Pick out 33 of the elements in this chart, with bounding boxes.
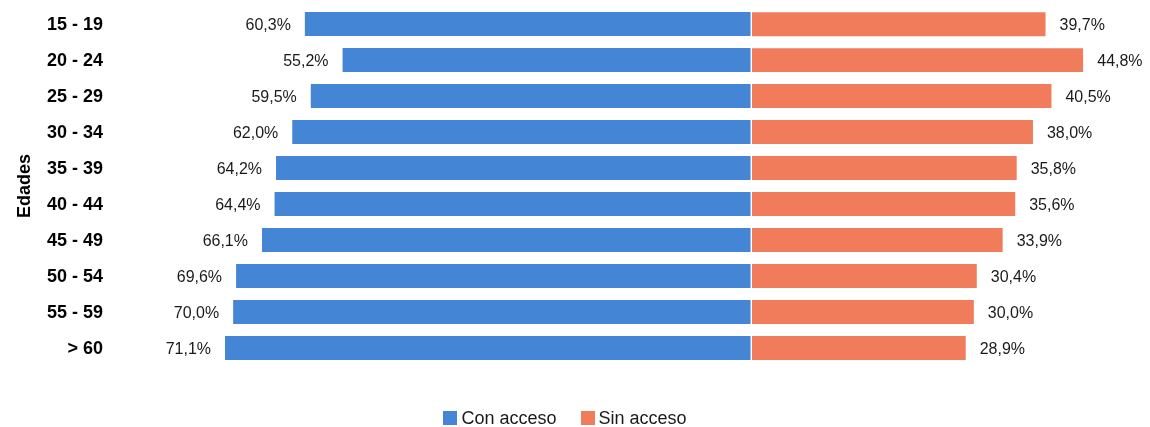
data-label: 35,6%: [1028, 195, 1075, 213]
data-label: 66,1%: [202, 231, 248, 249]
data-label: 71,1%: [165, 339, 211, 357]
legend-label: Sin acceso: [598, 407, 687, 427]
data-label: 70,0%: [173, 303, 220, 321]
data-label: 30,4%: [990, 267, 1036, 285]
y-axis-title: Edades: [14, 154, 35, 218]
y-tick-label: 40 - 44: [47, 194, 103, 215]
legend-label: Con acceso: [461, 407, 557, 427]
data-label: 64,4%: [215, 195, 261, 213]
y-tick-label: 25 - 29: [47, 86, 103, 107]
data-label: 33,9%: [1016, 231, 1062, 249]
y-tick-label: 30 - 34: [47, 122, 103, 143]
y-tick-label: > 60: [67, 338, 103, 359]
y-tick-label: 55 - 59: [47, 302, 103, 323]
data-label: 44,8%: [1096, 51, 1143, 69]
y-tick-label: 50 - 54: [47, 266, 103, 287]
data-label: 39,7%: [1059, 15, 1105, 33]
data-label: 64,2%: [216, 159, 263, 177]
data-label: 59,5%: [251, 87, 297, 105]
data-label: 38,0%: [1046, 123, 1093, 141]
data-label: 28,9%: [979, 339, 1025, 357]
data-label: 62,0%: [232, 123, 279, 141]
y-tick-label: 45 - 49: [47, 230, 103, 251]
data-label: 30,0%: [987, 303, 1033, 321]
data-label: 55,2%: [283, 51, 329, 69]
y-tick-label: 20 - 24: [47, 50, 103, 71]
data-label: 40,5%: [1065, 87, 1111, 105]
data-label: 69,6%: [176, 267, 223, 285]
y-tick-label: 15 - 19: [47, 14, 103, 35]
y-tick-label: 35 - 39: [47, 158, 103, 179]
data-label: 60,3%: [245, 15, 291, 33]
data-label: 35,8%: [1030, 159, 1076, 177]
